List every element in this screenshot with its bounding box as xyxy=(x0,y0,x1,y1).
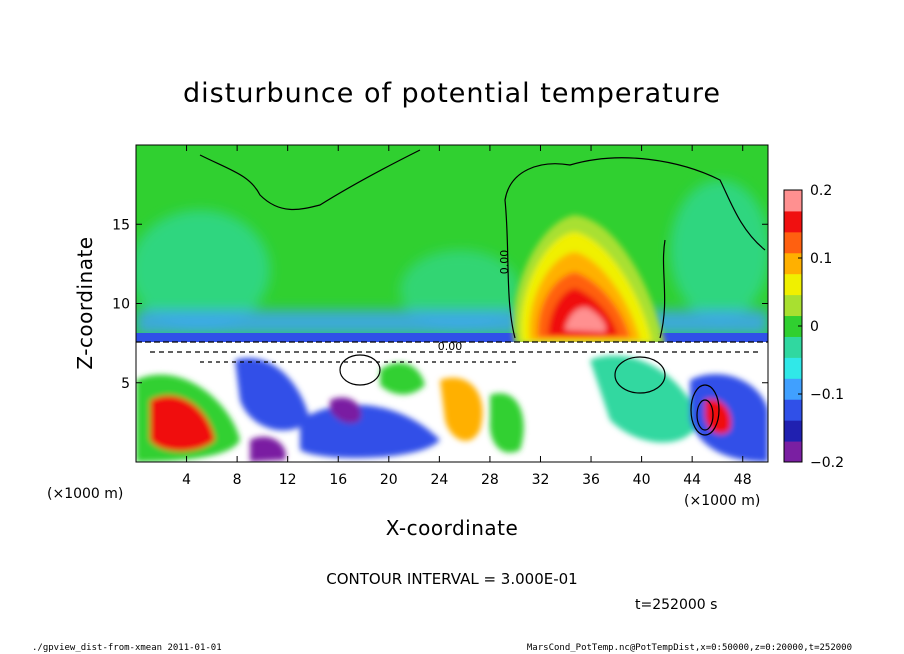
x-tick-label: 16 xyxy=(329,472,347,488)
x-tick-label: 28 xyxy=(481,472,499,488)
footer-left: ./gpview_dist-from-xmean 2011-01-01 xyxy=(32,643,222,653)
colorbar-swatch xyxy=(784,294,802,317)
contour-interval: CONTOUR INTERVAL = 3.000E-01 xyxy=(326,570,577,588)
colorbar-tick-label: −0.1 xyxy=(810,387,844,403)
y-axis-label: Z-coordinate xyxy=(73,236,97,369)
contour-label-0: 0.00 xyxy=(498,250,511,275)
x-tick-label: 8 xyxy=(233,472,242,488)
x-axis: 4 8 12 16 20 24 28 32 36 40 44 48 xyxy=(182,145,752,488)
x-unit-left: (×1000 m) xyxy=(47,486,123,502)
colorbar-swatch xyxy=(784,231,802,254)
x-tick-label: 36 xyxy=(582,472,600,488)
colorbar-swatch xyxy=(784,420,802,442)
x-unit-right: (×1000 m) xyxy=(684,493,760,509)
colorbar-tick-label: 0 xyxy=(810,319,819,335)
cold-band xyxy=(136,333,768,342)
upper-cool-shading xyxy=(136,180,768,335)
contour-label-1: 0.00 xyxy=(438,340,463,353)
warm-anomaly xyxy=(513,215,665,345)
colorbar-swatch xyxy=(784,336,802,358)
x-tick-label: 24 xyxy=(430,472,448,488)
x-tick-label: 12 xyxy=(279,472,297,488)
x-axis-label: X-coordinate xyxy=(386,516,519,540)
colorbar-swatch xyxy=(784,399,802,421)
colorbar-swatch xyxy=(784,441,802,463)
colorbar-tick-label: 0.2 xyxy=(810,183,832,199)
colorbar-swatch xyxy=(784,252,802,275)
time-label: t=252000 s xyxy=(635,597,717,613)
x-tick-label: 20 xyxy=(380,472,398,488)
y-axis: 5 10 15 xyxy=(112,217,768,392)
y-tick-label: 15 xyxy=(112,217,130,233)
x-tick-label: 48 xyxy=(734,472,752,488)
colorbar-swatch xyxy=(784,210,802,233)
colorbar-swatch xyxy=(784,315,802,337)
colorbar-swatch xyxy=(784,357,802,379)
x-tick-label: 44 xyxy=(683,472,701,488)
chart-title: disturbunce of potential temperature xyxy=(183,78,721,109)
colorbar-tick-label: 0.1 xyxy=(810,251,832,267)
colorbar-swatch xyxy=(784,378,802,400)
colorbar: 0.2 0.1 0 −0.1 −0.2 xyxy=(783,183,844,471)
footer-right: MarsCond_PotTemp.nc@PotTempDist,x=0:5000… xyxy=(527,643,852,653)
y-tick-label: 10 xyxy=(112,297,130,313)
contour-lines xyxy=(136,149,768,436)
colorbar-swatch xyxy=(784,190,802,212)
y-tick-label: 5 xyxy=(121,376,130,392)
plot-area: 0.00 0.00 xyxy=(136,145,768,462)
x-tick-label: 32 xyxy=(532,472,550,488)
x-tick-label: 4 xyxy=(182,472,191,488)
x-tick-label: 40 xyxy=(633,472,651,488)
colorbar-tick-label: −0.2 xyxy=(810,455,844,471)
colorbar-swatch xyxy=(784,273,802,296)
